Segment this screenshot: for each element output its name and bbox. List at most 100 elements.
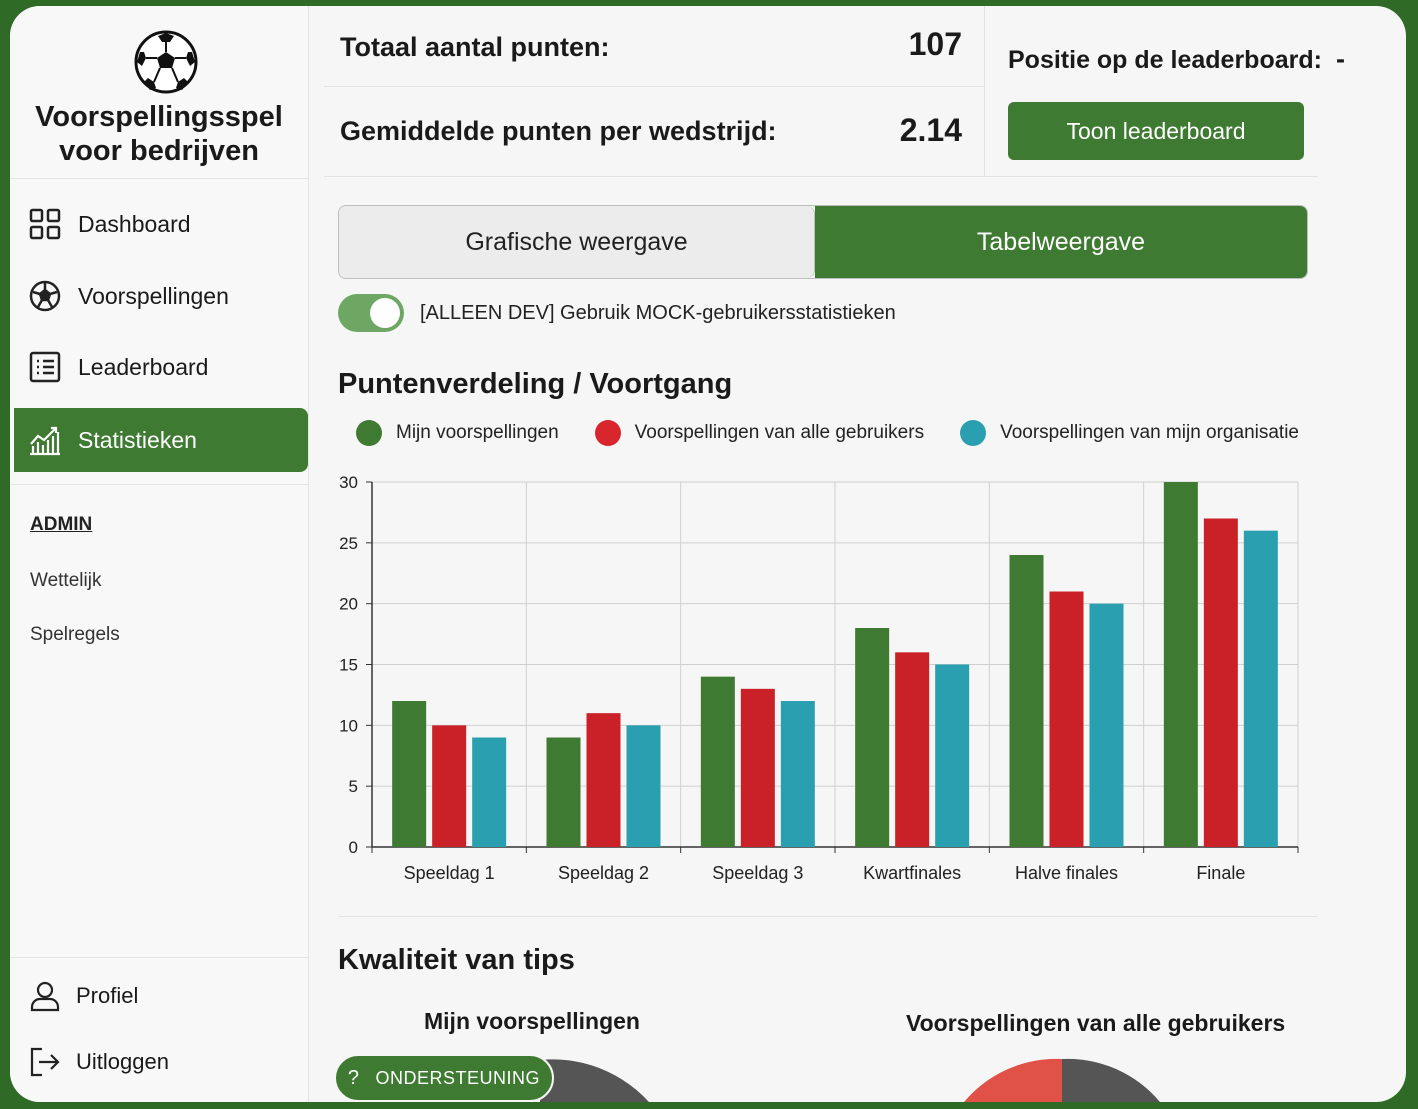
bar (1203, 518, 1238, 847)
bar (1089, 603, 1124, 847)
tab-graphic-view[interactable]: Grafische weergave (339, 206, 815, 278)
sidebar-item-label: Dashboard (78, 210, 191, 237)
logout-link[interactable]: Uitloggen (28, 1045, 169, 1079)
legend-dot (960, 420, 987, 446)
bar (1049, 591, 1084, 847)
legend-label: Voorspellingen van mijn organisatie (1000, 422, 1299, 443)
x-tick-label: Kwartfinales (863, 863, 961, 883)
x-tick-label: Speeldag 2 (558, 863, 649, 883)
x-tick-label: Finale (1196, 863, 1245, 883)
pie-title-mine: Mijn voorspellingen (424, 1008, 640, 1034)
leaderboard-position-label: Positie op de leaderboard: (1008, 46, 1322, 74)
x-tick-label: Speeldag 1 (404, 863, 495, 883)
divider (324, 176, 1318, 177)
bar (546, 737, 581, 847)
bar (740, 688, 775, 847)
user-icon (28, 979, 62, 1013)
y-tick-label: 20 (339, 595, 358, 614)
sidebar-item-label: Statistieken (78, 426, 197, 453)
y-tick-label: 30 (339, 473, 358, 492)
sidebar: Voorspellingsspel voor bedrijven Dashboa… (10, 6, 309, 1102)
sidebar-item-label: Voorspellingen (78, 282, 229, 309)
y-tick-label: 15 (339, 656, 358, 675)
dev-mock-toggle-label: [ALLEEN DEV] Gebruik MOCK-gebruikersstat… (420, 302, 896, 324)
bar (700, 676, 735, 847)
bar (895, 652, 930, 847)
pie-slice (964, 1058, 1062, 1102)
soccer-ball-icon (28, 279, 62, 313)
support-button-label: ONDERSTEUNING (375, 1067, 541, 1088)
question-icon: ? (347, 1066, 360, 1089)
bar (935, 664, 970, 847)
toggle-knob (370, 298, 400, 328)
x-tick-label: Speeldag 3 (712, 863, 803, 883)
admin-link-spelregels[interactable]: Spelregels (30, 624, 120, 645)
pie-title-all-users: Voorspellingen van alle gebruikers (906, 1010, 1286, 1036)
chart-legend: Mijn voorspellingen Voorspellingen van a… (356, 420, 1335, 446)
divider (338, 916, 1318, 917)
bar (432, 725, 467, 847)
divider (324, 86, 984, 87)
sidebar-item-leaderboard[interactable]: Leaderboard (14, 335, 308, 399)
show-leaderboard-button[interactable]: Toon leaderboard (1008, 102, 1304, 160)
bar (472, 737, 507, 847)
bar-chart: 0 5 10 15 20 25 30 Speeldag 1 Speeldag 2 Speeldag… (339, 473, 1299, 883)
bar (1163, 482, 1198, 847)
legend-item-all-users[interactable]: Voorspellingen van alle gebruikers (594, 420, 925, 446)
legend-label: Mijn voorspellingen (396, 422, 559, 443)
divider (10, 484, 308, 485)
admin-link-wettelijk[interactable]: Wettelijk (30, 570, 102, 591)
profile-label: Profiel (76, 983, 139, 1008)
y-tick-label: 5 (349, 777, 358, 796)
bar (855, 628, 890, 847)
total-points-label: Totaal aantal punten: (340, 32, 610, 62)
sidebar-item-label: Leaderboard (78, 353, 209, 380)
brand: Voorspellingsspel voor bedrijven (10, 6, 308, 179)
tab-table-view[interactable]: Tabelweergave (815, 206, 1307, 278)
sidebar-item-dashboard[interactable]: Dashboard (14, 192, 308, 256)
bar (392, 701, 427, 847)
grid-icon (28, 207, 62, 241)
logout-icon (28, 1045, 62, 1079)
logout-label: Uitloggen (76, 1049, 169, 1074)
app-title-line1: Voorspellingsspel (35, 101, 283, 133)
pie-slice (1062, 1058, 1160, 1102)
app-title-line2: voor bedrijven (59, 135, 259, 167)
pie-chart-mine (540, 1059, 649, 1102)
y-tick-label: 25 (339, 534, 358, 553)
legend-dot (356, 420, 382, 446)
admin-section-title: ADMIN (30, 514, 93, 535)
divider (984, 6, 985, 176)
pie-slice (540, 1059, 649, 1102)
section-title-distribution: Puntenverdeling / Voortgang (338, 368, 733, 400)
bar (780, 701, 815, 847)
bar (1009, 555, 1044, 847)
profile-link[interactable]: Profiel (28, 979, 138, 1013)
sidebar-item-voorspellingen[interactable]: Voorspellingen (14, 264, 308, 328)
dev-mock-toggle[interactable] (338, 294, 404, 332)
section-title-tip-quality: Kwaliteit van tips (338, 944, 575, 976)
leaderboard-position-value: - (1336, 44, 1345, 74)
app-window: Voorspellingsspel voor bedrijven Dashboa… (10, 6, 1406, 1102)
avg-points-value: 2.14 (899, 112, 962, 148)
view-toggle: Grafische weergave Tabelweergave (338, 205, 1308, 279)
y-tick-label: 10 (339, 716, 358, 735)
avg-points-row: Gemiddelde punten per wedstrijd: 2.14 (324, 88, 970, 166)
bar (586, 713, 621, 847)
chart-icon (28, 423, 62, 457)
support-button[interactable]: ? ONDERSTEUNING (334, 1054, 554, 1102)
app-title: Voorspellingsspel voor bedrijven (10, 100, 308, 168)
x-tick-label: Halve finales (1015, 863, 1118, 883)
soccer-ball-icon (134, 30, 198, 94)
bar (626, 725, 661, 847)
total-points-value: 107 (908, 26, 962, 62)
legend-item-organisation[interactable]: Voorspellingen van mijn organisatie (960, 420, 1299, 446)
total-points-row: Totaal aantal punten: 107 (324, 6, 970, 84)
sidebar-item-statistieken[interactable]: Statistieken (14, 408, 308, 472)
bar (1243, 530, 1278, 847)
legend-label: Voorspellingen van alle gebruikers (634, 422, 925, 443)
pie-chart-all-users (964, 1058, 1160, 1102)
avg-points-label: Gemiddelde punten per wedstrijd: (340, 116, 777, 146)
divider (10, 957, 308, 958)
legend-item-mine[interactable]: Mijn voorspellingen (356, 420, 559, 446)
